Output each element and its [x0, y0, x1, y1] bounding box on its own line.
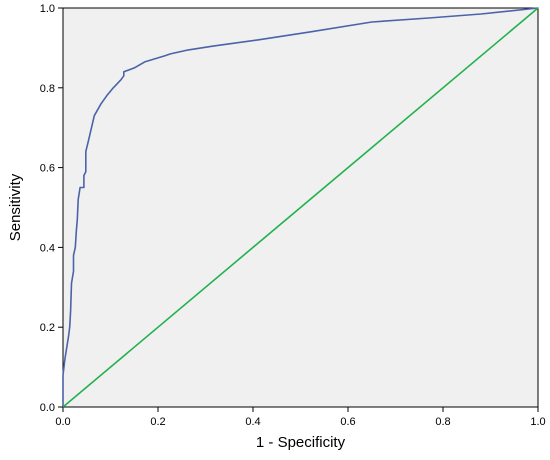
y-tick-label: 0.0: [40, 402, 55, 414]
y-tick-label: 0.8: [40, 83, 55, 95]
x-axis-ticks: 0.0 0.2 0.4 0.6 0.8 1.0: [55, 407, 546, 428]
y-axis-ticks: 0.0 0.2 0.4 0.6 0.8 1.0: [40, 3, 63, 414]
x-tick-label: 1.0: [530, 416, 545, 428]
chart-marks: [62, 7, 539, 408]
roc-curve-line: [62, 7, 539, 407]
x-tick-label: 0.4: [245, 416, 260, 428]
y-tick-label: 0.2: [40, 322, 55, 334]
y-axis-title: Sensitivity: [7, 173, 24, 241]
reference-diagonal-line: [62, 7, 539, 408]
x-tick-label: 0.6: [340, 416, 355, 428]
y-tick-label: 1.0: [40, 3, 55, 15]
x-tick-label: 0.0: [55, 416, 70, 428]
y-tick-label: 0.6: [40, 163, 55, 175]
y-tick-label: 0.4: [40, 242, 55, 254]
x-tick-label: 0.8: [435, 416, 450, 428]
x-axis-title: 1 - Specificity: [256, 434, 346, 451]
x-tick-label: 0.2: [150, 416, 165, 428]
